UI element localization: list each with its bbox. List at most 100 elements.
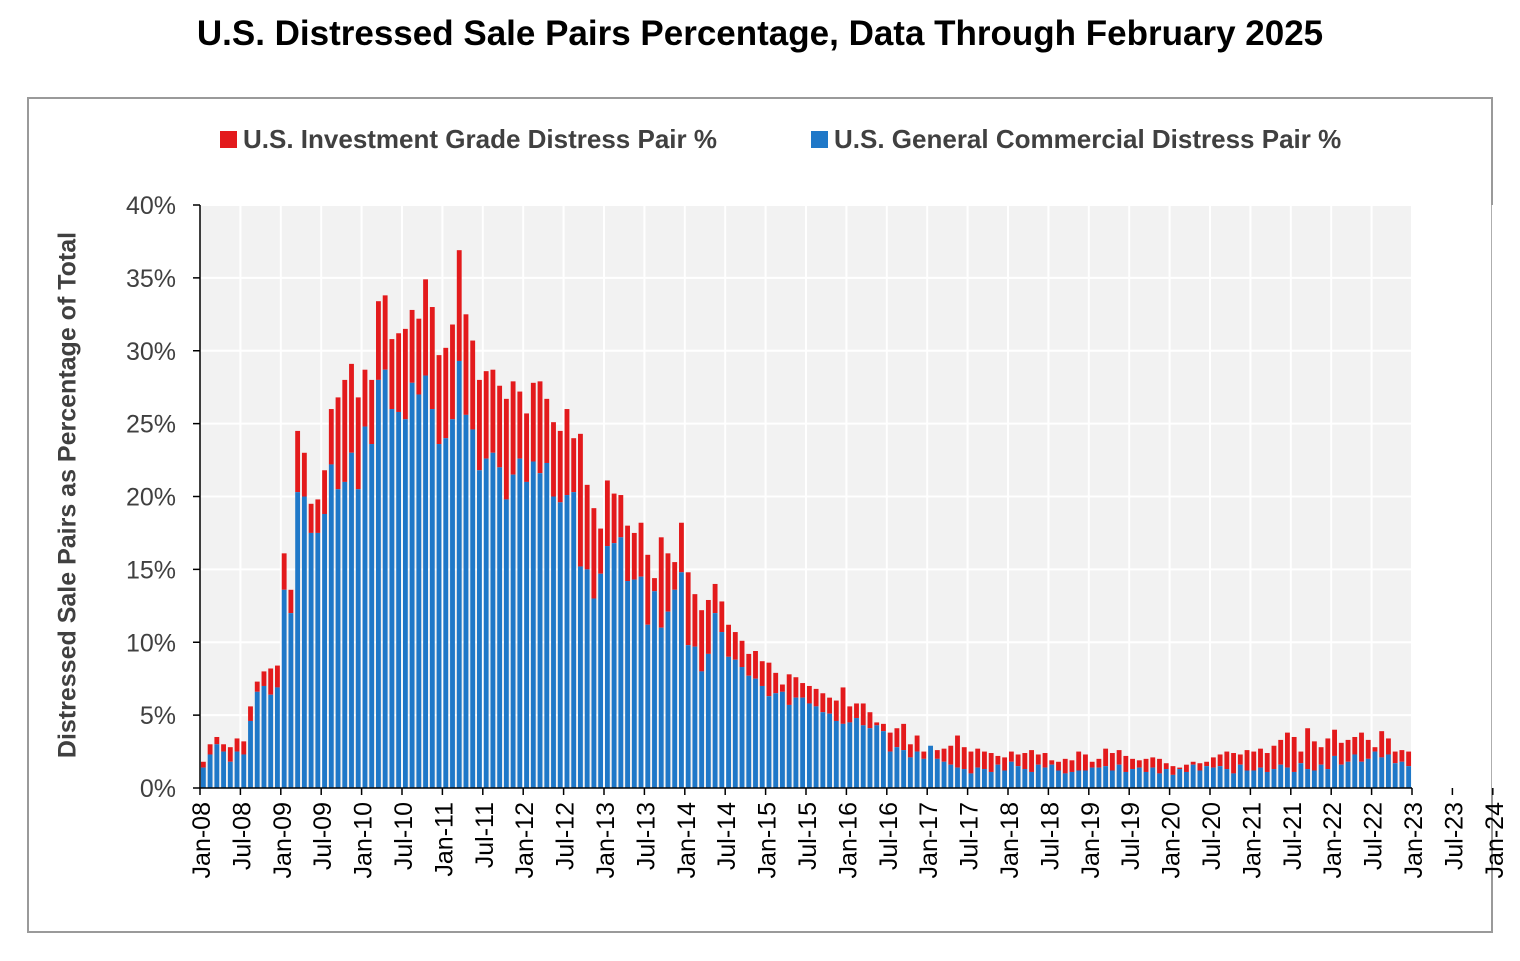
- bar-general-commercial: [221, 751, 226, 788]
- bar-investment-grade: [396, 333, 402, 412]
- bar-general-commercial: [1332, 755, 1337, 788]
- legend-item-general-commercial: U.S. General Commercial Distress Pair %: [811, 124, 1341, 155]
- bar-general-commercial: [268, 694, 274, 788]
- bar-general-commercial: [854, 718, 859, 788]
- x-tick-label: Jul-16: [875, 802, 903, 870]
- legend: U.S. Investment Grade Distress Pair % U.…: [0, 124, 1520, 160]
- bar-investment-grade: [510, 381, 516, 475]
- bar-investment-grade: [436, 355, 442, 445]
- bar-general-commercial: [1062, 773, 1068, 788]
- bar-investment-grade: [1311, 741, 1317, 771]
- bar-general-commercial: [1130, 769, 1135, 788]
- bar-general-commercial: [907, 757, 913, 788]
- bar-investment-grade: [1379, 731, 1385, 758]
- bar-general-commercial: [241, 754, 247, 788]
- x-tick-label: Jan-18: [996, 802, 1024, 878]
- bar-investment-grade: [1338, 742, 1344, 765]
- bar-general-commercial: [968, 773, 974, 788]
- bar-investment-grade: [463, 314, 469, 415]
- chart-title: U.S. Distressed Sale Pairs Percentage, D…: [196, 14, 1324, 53]
- bar-general-commercial: [746, 675, 752, 788]
- bar-investment-grade: [342, 379, 348, 482]
- bar-general-commercial: [349, 452, 354, 788]
- bar-general-commercial: [1365, 758, 1371, 788]
- bar-general-commercial: [928, 745, 933, 788]
- bar-investment-grade: [881, 723, 886, 732]
- bar-general-commercial: [867, 728, 873, 788]
- bar-investment-grade: [308, 503, 314, 533]
- y-tick-label: 25%: [126, 411, 176, 439]
- bar-investment-grade: [483, 371, 489, 459]
- bar-investment-grade: [618, 495, 624, 538]
- bar-investment-grade: [658, 537, 664, 628]
- bar-general-commercial: [1285, 767, 1290, 788]
- bar-general-commercial: [1177, 769, 1183, 788]
- bar-investment-grade: [1150, 757, 1156, 768]
- bar-investment-grade: [1237, 754, 1243, 765]
- bar-general-commercial: [564, 495, 570, 788]
- legend-label-general-commercial: U.S. General Commercial Distress Pair %: [834, 124, 1342, 154]
- bar-investment-grade: [840, 687, 846, 724]
- bar-investment-grade: [524, 413, 529, 482]
- y-tick-label: 5%: [140, 702, 176, 730]
- bar-investment-grade: [652, 578, 657, 592]
- bar-investment-grade: [773, 672, 779, 694]
- bar-general-commercial: [685, 645, 691, 788]
- x-tick-label: Jul-13: [632, 802, 660, 870]
- bar-investment-grade: [1217, 754, 1223, 767]
- bar-general-commercial: [988, 771, 994, 788]
- x-tick-label: Jan-08: [188, 802, 216, 878]
- bar-general-commercial: [719, 632, 725, 788]
- x-tick-label: Jul-15: [794, 802, 822, 870]
- bar-general-commercial: [281, 589, 287, 788]
- bar-investment-grade: [1386, 738, 1391, 755]
- bar-investment-grade: [335, 397, 341, 490]
- bar-investment-grade: [1136, 760, 1142, 768]
- bar-investment-grade: [982, 751, 987, 770]
- bar-investment-grade: [968, 751, 974, 774]
- bar-general-commercial: [1224, 769, 1230, 788]
- bar-general-commercial: [544, 462, 550, 788]
- bar-general-commercial: [941, 761, 947, 788]
- bar-general-commercial: [1244, 770, 1250, 788]
- bar-investment-grade: [692, 594, 698, 647]
- bar-general-commercial: [429, 409, 435, 788]
- bar-investment-grade: [631, 532, 637, 580]
- bar-investment-grade: [1231, 753, 1236, 774]
- bar-investment-grade: [1184, 764, 1189, 772]
- bar-general-commercial: [1002, 770, 1008, 788]
- bar-general-commercial: [1318, 764, 1324, 788]
- bar-investment-grade: [941, 748, 947, 762]
- bar-general-commercial: [490, 452, 496, 788]
- bar-investment-grade: [665, 553, 671, 612]
- bar-general-commercial: [1291, 771, 1297, 788]
- bar-general-commercial: [207, 754, 213, 788]
- bar-investment-grade: [625, 525, 630, 582]
- x-tick-label: Jul-10: [390, 802, 418, 870]
- bar-investment-grade: [1305, 728, 1311, 770]
- bar-general-commercial: [618, 537, 624, 788]
- bar-investment-grade: [1177, 767, 1183, 770]
- bar-investment-grade: [679, 522, 684, 573]
- bar-general-commercial: [214, 744, 220, 788]
- x-tick-label: Jan-15: [754, 802, 782, 878]
- bar-general-commercial: [1372, 751, 1378, 788]
- bar-investment-grade: [1109, 753, 1115, 771]
- bar-investment-grade: [1089, 761, 1095, 768]
- bar-investment-grade: [268, 668, 274, 695]
- bar-investment-grade: [591, 508, 597, 599]
- x-tick-label: Jul-18: [1036, 802, 1064, 870]
- y-tick-label: 20%: [126, 484, 176, 512]
- bar-general-commercial: [732, 659, 738, 788]
- bar-investment-grade: [1029, 750, 1034, 772]
- bar-general-commercial: [584, 569, 590, 788]
- bar-general-commercial: [254, 691, 260, 788]
- bar-investment-grade: [530, 382, 536, 462]
- bar-investment-grade: [1352, 736, 1358, 755]
- bar-investment-grade: [248, 706, 253, 721]
- bar-general-commercial: [705, 653, 711, 788]
- bar-general-commercial: [726, 656, 731, 788]
- bar-investment-grade: [753, 650, 758, 679]
- bar-general-commercial: [301, 496, 307, 788]
- x-tick-label: Jul-11: [471, 802, 499, 868]
